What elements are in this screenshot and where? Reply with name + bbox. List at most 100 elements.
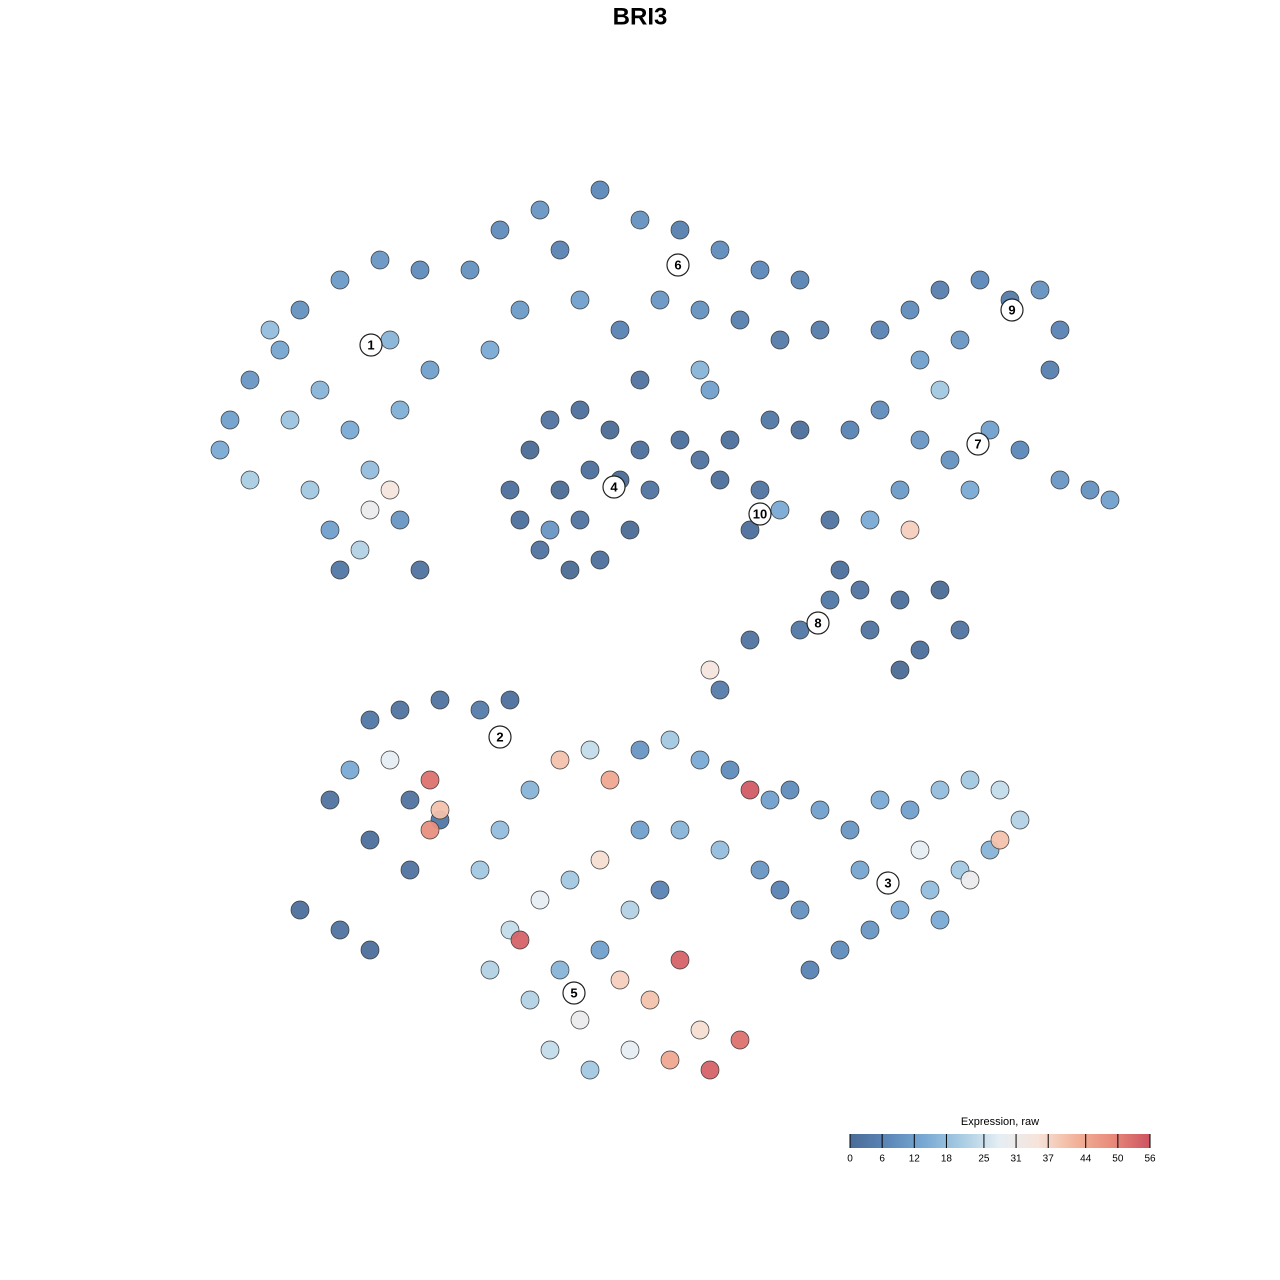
point (690, 1020, 710, 1040)
point (820, 510, 840, 530)
point (340, 760, 360, 780)
point (920, 880, 940, 900)
point (550, 480, 570, 500)
point (700, 380, 720, 400)
point (330, 920, 350, 940)
point (360, 500, 380, 520)
colorbar-tick-label: 12 (909, 1154, 921, 1165)
point (860, 920, 880, 940)
point (590, 850, 610, 870)
point (1050, 320, 1070, 340)
cluster-label: 3 (884, 875, 891, 890)
point (290, 900, 310, 920)
point (480, 960, 500, 980)
colorbar: Expression, raw 0 6 12 18 25 31 37 44 50 56 (847, 1116, 1156, 1165)
point (670, 430, 690, 450)
point (560, 870, 580, 890)
point (910, 350, 930, 370)
point (650, 290, 670, 310)
point (480, 340, 500, 360)
point (810, 800, 830, 820)
point (930, 280, 950, 300)
point (790, 620, 810, 640)
point (360, 710, 380, 730)
point (840, 820, 860, 840)
points (210, 180, 1120, 1080)
point (510, 510, 530, 530)
cluster-marker (806, 611, 830, 635)
point (320, 790, 340, 810)
point (280, 410, 300, 430)
point (360, 940, 380, 960)
point (410, 260, 430, 280)
cluster-marker (488, 725, 512, 749)
point (890, 590, 910, 610)
colorbar-tick-label: 25 (978, 1154, 990, 1165)
point (640, 990, 660, 1010)
point (500, 690, 520, 710)
point (600, 770, 620, 790)
point (760, 790, 780, 810)
point (980, 420, 1000, 440)
point (630, 440, 650, 460)
point (270, 340, 290, 360)
point (930, 780, 950, 800)
point (300, 480, 320, 500)
point (360, 830, 380, 850)
point (1030, 280, 1050, 300)
point (750, 260, 770, 280)
point (620, 900, 640, 920)
point (740, 520, 760, 540)
point (430, 800, 450, 820)
point (340, 420, 360, 440)
point (650, 880, 670, 900)
point (550, 750, 570, 770)
point (310, 380, 330, 400)
point (220, 410, 240, 430)
point (580, 460, 600, 480)
point (540, 1040, 560, 1060)
point (710, 470, 730, 490)
cluster-marker (666, 253, 690, 277)
point (810, 320, 830, 340)
point (640, 480, 660, 500)
point (360, 460, 380, 480)
point (560, 560, 580, 580)
point (550, 240, 570, 260)
point (760, 410, 780, 430)
point (620, 1040, 640, 1060)
point (380, 330, 400, 350)
point (890, 480, 910, 500)
point (910, 640, 930, 660)
point (670, 220, 690, 240)
point (950, 620, 970, 640)
point (910, 430, 930, 450)
point (870, 790, 890, 810)
colorbar-title: Expression, raw (961, 1116, 1039, 1128)
colorbar-tick-label: 31 (1011, 1154, 1023, 1165)
point (570, 510, 590, 530)
point (580, 1060, 600, 1080)
point (700, 1060, 720, 1080)
cluster-marker (876, 871, 900, 895)
point (470, 860, 490, 880)
point (1010, 440, 1030, 460)
point (380, 750, 400, 770)
point (410, 560, 430, 580)
cluster-label: 10 (753, 506, 767, 521)
point (860, 620, 880, 640)
point (240, 370, 260, 390)
point (900, 300, 920, 320)
point (210, 440, 230, 460)
point (690, 360, 710, 380)
colorbar-gradient (850, 1134, 1150, 1148)
point (770, 330, 790, 350)
cluster-label: 2 (496, 729, 503, 744)
point (890, 660, 910, 680)
point (510, 300, 530, 320)
point (530, 200, 550, 220)
cluster-label: 5 (570, 985, 577, 1000)
point (960, 770, 980, 790)
point (900, 520, 920, 540)
point (1100, 490, 1120, 510)
